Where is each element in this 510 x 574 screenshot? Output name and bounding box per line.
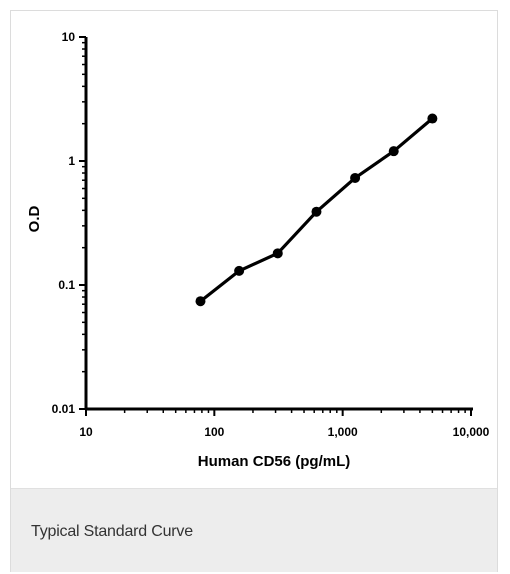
data-point [272,248,283,259]
data-point [311,206,322,217]
ticks: 10 100 1,000 10,000 0.01 0.1 1 10 [52,30,490,439]
y-tick-label: 0.1 [58,278,75,292]
data-point [427,113,438,124]
data-point [234,265,245,276]
standard-curve-chart: 10 100 1,000 10,000 0.01 0.1 1 10 Human CD56 (p… [26,30,490,470]
y-axis-label: O.D [26,206,43,233]
figure-card: 10 100 1,000 10,000 0.01 0.1 1 10 Human CD56 (p… [10,10,498,572]
y-tick-label: 10 [62,30,76,44]
caption-panel: Typical Standard Curve [11,488,497,572]
data-point [350,172,361,183]
chart-panel: 10 100 1,000 10,000 0.01 0.1 1 10 Human CD56 (p… [11,11,497,488]
y-tick-label: 1 [68,154,75,168]
x-tick-label: 100 [204,425,224,439]
x-tick-label: 10,000 [453,425,490,439]
data-point [195,296,206,307]
figure-caption: Typical Standard Curve [31,523,193,540]
x-tick-label: 1,000 [328,425,358,439]
data-point [388,146,399,157]
axes [84,37,473,411]
x-tick-label: 10 [79,425,93,439]
series [195,113,438,307]
x-axis-label: Human CD56 (pg/mL) [198,453,351,470]
y-tick-label: 0.01 [52,402,76,416]
